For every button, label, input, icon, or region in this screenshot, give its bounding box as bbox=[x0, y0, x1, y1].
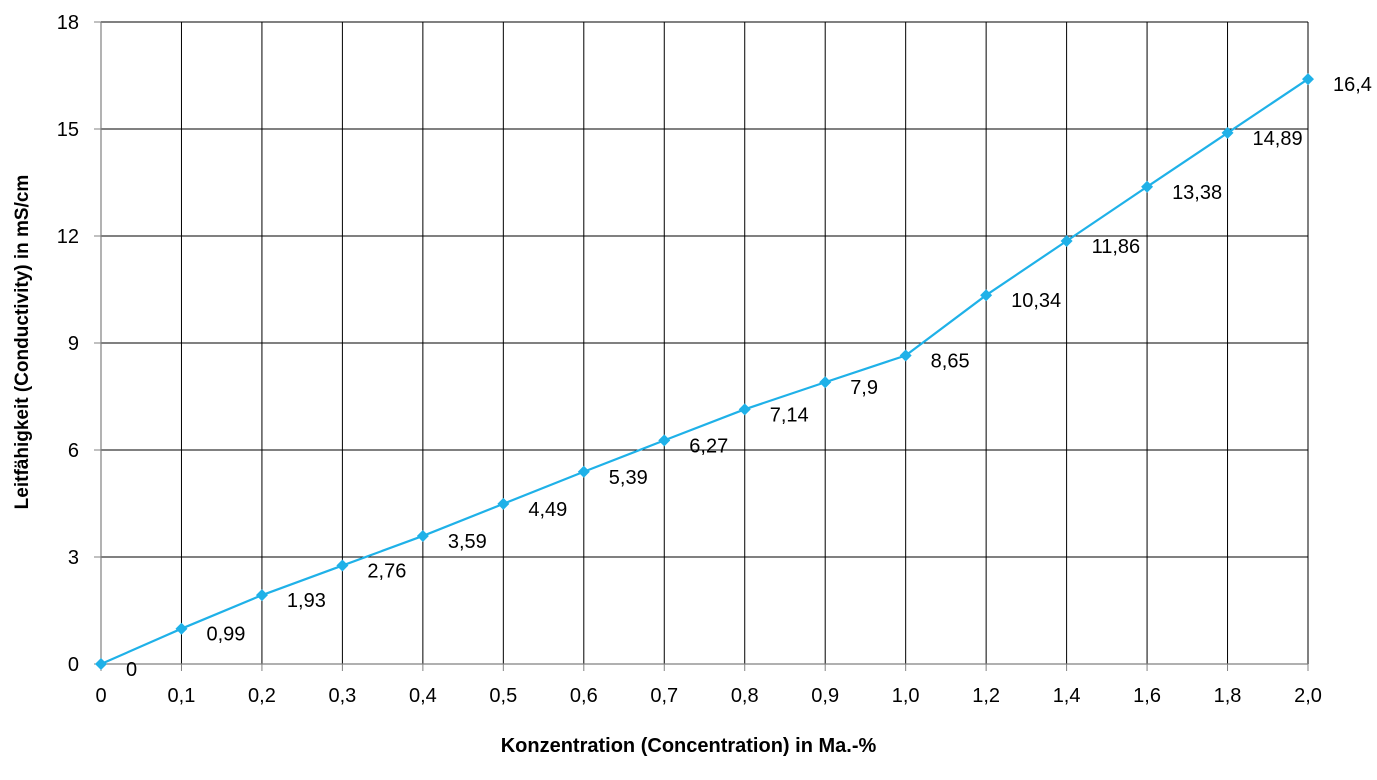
data-point-marker bbox=[1060, 234, 1073, 247]
data-point-marker bbox=[255, 589, 268, 602]
data-labels: 0 0,99 1,93 2,76 3,59 4,49 5,39 6,27 7,14 7,9 8,65… bbox=[126, 74, 1372, 681]
data-label: 7,14 bbox=[770, 404, 809, 426]
y-tick-labels: 0 3 6 9 12 15 18 bbox=[57, 12, 79, 676]
data-label: 14,89 bbox=[1253, 128, 1303, 150]
x-tick-label: 1,4 bbox=[1053, 685, 1081, 707]
data-label: 16,4 bbox=[1333, 74, 1372, 96]
data-label: 6,27 bbox=[689, 435, 728, 457]
y-axis-title: Leitfähigkeit (Conductivity) in mS/cm bbox=[12, 175, 33, 510]
x-tick-label: 0 bbox=[95, 685, 106, 707]
data-point-marker bbox=[1141, 180, 1154, 193]
data-point-marker bbox=[980, 289, 993, 302]
data-point-marker bbox=[497, 497, 510, 510]
y-tick-label: 3 bbox=[68, 547, 79, 569]
data-point-marker bbox=[336, 559, 349, 572]
x-tick-label: 0,5 bbox=[489, 685, 517, 707]
x-axis-title: Konzentration (Concentration) in Ma.-% bbox=[500, 735, 877, 757]
data-point-marker bbox=[899, 349, 912, 362]
series bbox=[95, 73, 1314, 670]
data-label: 13,38 bbox=[1172, 182, 1222, 204]
x-tick-label: 0,4 bbox=[409, 685, 437, 707]
data-label: 4,49 bbox=[528, 499, 567, 521]
data-point-marker bbox=[819, 376, 832, 389]
y-tick-label: 15 bbox=[57, 119, 79, 141]
data-label: 3,59 bbox=[448, 531, 487, 553]
axes bbox=[94, 21, 1309, 671]
series-line bbox=[100, 78, 1309, 666]
grid-lines bbox=[101, 21, 1309, 664]
x-tick-label: 1,2 bbox=[972, 685, 1000, 707]
data-point-marker bbox=[577, 465, 590, 478]
data-label: 11,86 bbox=[1092, 236, 1141, 258]
x-tick-label: 0,2 bbox=[248, 685, 276, 707]
data-label: 2,76 bbox=[367, 561, 406, 583]
y-tick-label: 6 bbox=[68, 440, 79, 462]
x-tick-label: 0,3 bbox=[328, 685, 356, 707]
data-label: 5,39 bbox=[609, 467, 648, 489]
x-tick-label: 0,1 bbox=[168, 685, 196, 707]
x-tick-label: 0,8 bbox=[731, 685, 759, 707]
x-tick-label: 1,8 bbox=[1214, 685, 1242, 707]
x-tick-label: 1,6 bbox=[1133, 685, 1161, 707]
data-point-marker bbox=[416, 529, 429, 542]
data-label: 10,34 bbox=[1011, 290, 1061, 312]
data-point-marker bbox=[658, 434, 671, 447]
x-tick-label: 1,0 bbox=[892, 685, 920, 707]
x-tick-label: 0,9 bbox=[811, 685, 839, 707]
x-tick-label: 0,6 bbox=[570, 685, 598, 707]
y-tick-label: 18 bbox=[57, 12, 79, 34]
data-point-marker bbox=[1221, 126, 1234, 139]
data-label: 1,93 bbox=[287, 590, 326, 612]
x-tick-label: 0,7 bbox=[650, 685, 678, 707]
data-point-marker bbox=[1302, 73, 1314, 86]
x-tick-label: 2,0 bbox=[1294, 685, 1322, 707]
data-label: 8,65 bbox=[931, 350, 970, 372]
y-tick-label: 12 bbox=[57, 226, 79, 248]
data-point-marker bbox=[175, 622, 188, 635]
data-label: 0,99 bbox=[206, 624, 245, 646]
data-label: 7,9 bbox=[850, 377, 878, 399]
data-point-marker bbox=[738, 403, 751, 416]
data-label: 0 bbox=[126, 659, 137, 681]
y-tick-label: 9 bbox=[68, 333, 79, 355]
y-tick-label: 0 bbox=[68, 654, 79, 676]
data-point-marker bbox=[95, 658, 107, 670]
x-tick-labels: 0 0,1 0,2 0,3 0,4 0,5 0,6 0,7 0,8 0,9 1,0 1,2 1,4 1,6… bbox=[95, 685, 1321, 707]
